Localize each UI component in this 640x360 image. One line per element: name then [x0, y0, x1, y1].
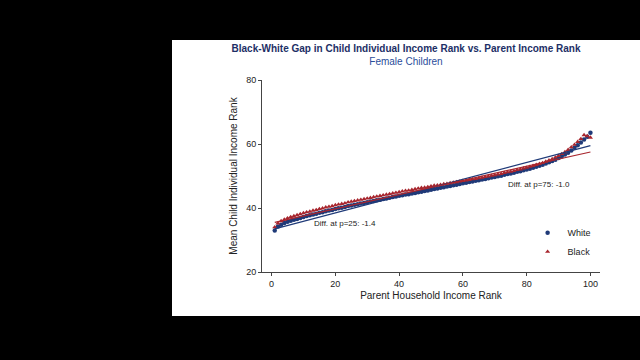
svg-text:100: 100: [583, 279, 598, 289]
svg-text:0: 0: [269, 279, 274, 289]
svg-text:20: 20: [330, 279, 340, 289]
svg-text:Parent Household Income Rank: Parent Household Income Rank: [360, 290, 503, 301]
svg-text:White: White: [568, 228, 591, 238]
svg-text:60: 60: [458, 279, 468, 289]
svg-text:Black: Black: [568, 247, 591, 257]
svg-text:40: 40: [394, 279, 404, 289]
svg-text:Diff. at p=25: -1.4: Diff. at p=25: -1.4: [314, 219, 376, 228]
svg-text:Diff. at p=75: -1.0: Diff. at p=75: -1.0: [508, 180, 570, 189]
svg-text:Mean Child Individual Income R: Mean Child Individual Income Rank: [228, 96, 239, 254]
svg-text:Black-White Gap in Child Indiv: Black-White Gap in Child Individual Inco…: [232, 43, 581, 67]
svg-text:20: 20: [246, 267, 256, 277]
svg-text:80: 80: [246, 75, 256, 85]
svg-text:60: 60: [246, 139, 256, 149]
svg-text:80: 80: [522, 279, 532, 289]
svg-text:40: 40: [246, 203, 256, 213]
